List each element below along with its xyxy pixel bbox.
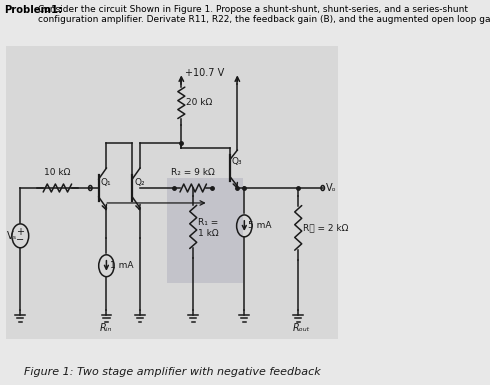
- Text: Figure 1: Two stage amplifier with negative feedback: Figure 1: Two stage amplifier with negat…: [24, 367, 320, 377]
- Text: +: +: [16, 228, 24, 238]
- Text: R₁ =
1 kΩ: R₁ = 1 kΩ: [198, 218, 219, 238]
- Text: R₂ = 9 kΩ: R₂ = 9 kΩ: [172, 168, 215, 177]
- Text: Vₛ: Vₛ: [6, 231, 17, 241]
- Text: Q₃: Q₃: [232, 157, 243, 166]
- Text: Consider the circuit Shown in Figure 1. Propose a shunt-shunt, shunt-series, and: Consider the circuit Shown in Figure 1. …: [38, 5, 490, 24]
- Text: 10 kΩ: 10 kΩ: [44, 168, 71, 177]
- Text: 5 mA: 5 mA: [248, 221, 271, 230]
- Text: 1 mA: 1 mA: [110, 261, 133, 270]
- Text: Vₒ: Vₒ: [326, 183, 337, 193]
- Text: Rₒᵤₜ: Rₒᵤₜ: [293, 323, 311, 333]
- Text: Rᵢₙ: Rᵢₙ: [100, 323, 113, 333]
- Text: 20 kΩ: 20 kΩ: [186, 98, 213, 107]
- Bar: [167, 178, 243, 283]
- Text: Problem1:: Problem1:: [4, 5, 62, 15]
- Text: +10.7 V: +10.7 V: [185, 69, 224, 79]
- Text: Q₂: Q₂: [134, 178, 145, 187]
- Bar: [6, 45, 338, 340]
- Text: Q₁: Q₁: [101, 178, 111, 187]
- Text: −: −: [16, 235, 24, 245]
- Text: Rⰼ = 2 kΩ: Rⰼ = 2 kΩ: [303, 223, 348, 233]
